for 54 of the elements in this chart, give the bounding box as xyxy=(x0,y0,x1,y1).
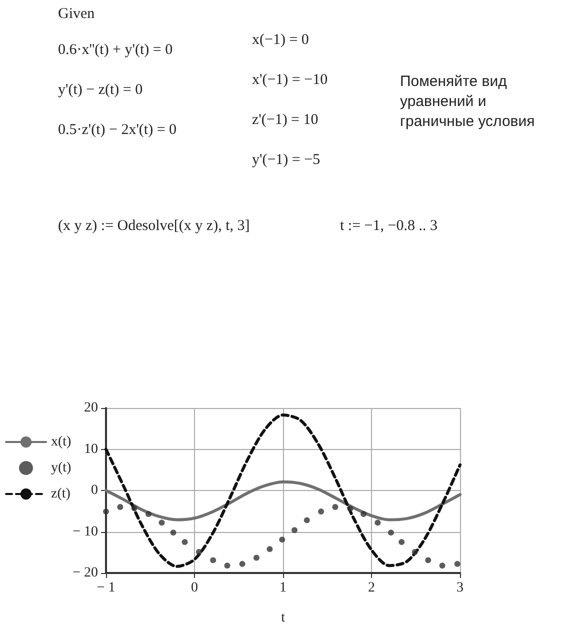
text: x(−1) = 0 xyxy=(252,32,309,49)
y-tick-label: 10 xyxy=(84,442,98,457)
point xyxy=(239,560,246,567)
point xyxy=(304,517,310,524)
text: Given xyxy=(58,6,95,23)
point xyxy=(279,536,286,543)
legend-label: x(t) xyxy=(51,434,72,450)
point xyxy=(318,508,324,515)
point xyxy=(347,506,354,512)
y-tick-label: − 20 xyxy=(72,566,98,580)
point xyxy=(224,562,230,569)
point xyxy=(374,520,381,526)
point xyxy=(170,530,176,536)
point xyxy=(388,530,394,536)
y-tick-label: 0 xyxy=(91,483,98,498)
line-series xyxy=(104,414,462,568)
x-tick-label: − 1 xyxy=(96,580,116,596)
legend-label: y(t) xyxy=(51,460,72,476)
point xyxy=(103,508,109,515)
point xyxy=(117,504,124,510)
point xyxy=(439,562,446,569)
point xyxy=(210,557,216,564)
text: x'(−1) = −10 xyxy=(252,72,328,89)
point xyxy=(158,520,165,526)
point xyxy=(182,539,188,546)
legend-label: z(t) xyxy=(51,486,71,502)
x-tick-label: 2 xyxy=(368,580,375,596)
line-series xyxy=(104,480,462,522)
text: t := −1, −0.8 .. 3 xyxy=(340,218,438,235)
x-tick-label: 1 xyxy=(280,580,286,596)
point xyxy=(196,548,202,555)
point xyxy=(292,527,298,534)
point xyxy=(253,554,260,561)
x-tick-label: 0 xyxy=(191,580,198,596)
text: y'(−1) = −5 xyxy=(252,152,320,169)
point xyxy=(332,504,338,510)
point xyxy=(454,560,460,567)
point xyxy=(145,511,152,518)
text: 0.5·z'(t) − 2x'(t) = 0 xyxy=(58,122,177,139)
text: Поменяйте вид уравнений и граничные условия xyxy=(400,72,536,132)
point xyxy=(412,548,418,555)
y-tick-label: 20 xyxy=(84,400,98,416)
point xyxy=(398,539,405,546)
text: 0.6·x''(t) + y'(t) = 0 xyxy=(58,42,173,59)
point xyxy=(425,557,432,564)
x-axis-title: t xyxy=(281,610,286,626)
text: z'(−1) = 10 xyxy=(252,112,318,129)
text: (x y z) := Odesolve[(x y z), t, 3] xyxy=(58,218,250,235)
text: y'(t) − z(t) = 0 xyxy=(58,82,143,99)
point xyxy=(266,546,273,552)
point xyxy=(131,505,138,512)
x-tick-label: 3 xyxy=(456,580,464,596)
point xyxy=(360,511,367,518)
y-tick-label: − 10 xyxy=(72,524,98,540)
